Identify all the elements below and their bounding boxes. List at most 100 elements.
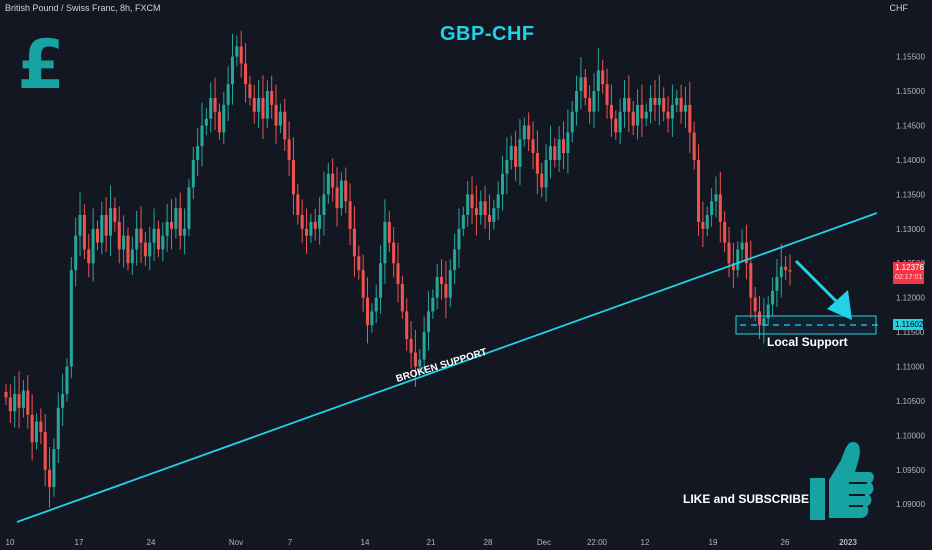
candle-body[interactable] — [522, 125, 526, 140]
candle-body[interactable] — [592, 91, 596, 112]
candle-body[interactable] — [348, 201, 352, 229]
candle-body[interactable] — [235, 46, 239, 57]
candle-body[interactable] — [52, 449, 56, 488]
candle-body[interactable] — [561, 139, 566, 154]
candle-body[interactable] — [575, 91, 579, 112]
candle-body[interactable] — [21, 390, 25, 408]
candle-body[interactable] — [714, 194, 718, 202]
candle-body[interactable] — [757, 311, 762, 326]
candle-body[interactable] — [331, 173, 335, 188]
candle-body[interactable] — [779, 266, 783, 277]
candle-body[interactable] — [744, 242, 748, 264]
candle-body[interactable] — [274, 104, 278, 126]
candle-body[interactable] — [13, 394, 17, 412]
candle-body[interactable] — [570, 111, 574, 133]
candle-body[interactable] — [766, 304, 770, 319]
candle-body[interactable] — [43, 431, 47, 470]
candle-body[interactable] — [248, 84, 252, 98]
candle-body[interactable] — [544, 159, 548, 188]
candle-body[interactable] — [474, 208, 478, 216]
candle-body[interactable] — [509, 146, 513, 160]
candle-body[interactable] — [662, 97, 666, 112]
candle-body[interactable] — [74, 235, 78, 271]
candle-body[interactable] — [514, 146, 518, 167]
candle-body[interactable] — [788, 270, 792, 272]
candle-body[interactable] — [784, 266, 788, 271]
candle-body[interactable] — [487, 215, 491, 222]
candle-body[interactable] — [69, 270, 73, 367]
forecast-arrow[interactable] — [794, 259, 852, 320]
candle-body[interactable] — [278, 111, 282, 126]
candle-body[interactable] — [496, 194, 500, 209]
candle-body[interactable] — [731, 263, 735, 271]
candle-body[interactable] — [365, 297, 370, 326]
candle-body[interactable] — [252, 97, 256, 112]
candle-body[interactable] — [453, 249, 457, 271]
candle-body[interactable] — [614, 118, 618, 133]
candle-body[interactable] — [413, 352, 417, 367]
candle-body[interactable] — [17, 394, 21, 408]
candle-body[interactable] — [287, 139, 291, 160]
candle-body[interactable] — [422, 332, 426, 360]
candle-body[interactable] — [226, 84, 230, 105]
candle-body[interactable] — [736, 249, 740, 271]
candle-body[interactable] — [435, 277, 439, 298]
candle-body[interactable] — [753, 297, 757, 312]
candle-body[interactable] — [579, 77, 583, 92]
candle-body[interactable] — [688, 104, 692, 133]
thumbs-up-icon[interactable] — [805, 438, 875, 524]
candle-body[interactable] — [649, 97, 653, 112]
candle-body[interactable] — [352, 228, 356, 257]
candle-body[interactable] — [697, 159, 701, 222]
current-price-tag[interactable]: 1.12376 02:17:01 — [893, 262, 924, 284]
candle-body[interactable] — [230, 56, 235, 85]
candle-body[interactable] — [48, 469, 52, 488]
candle-body[interactable] — [370, 311, 374, 326]
candle-body[interactable] — [605, 84, 609, 105]
candle-body[interactable] — [322, 194, 326, 216]
candle-body[interactable] — [692, 132, 696, 160]
candle-body[interactable] — [26, 390, 30, 415]
candle-body[interactable] — [87, 249, 91, 264]
candle-body[interactable] — [183, 228, 187, 236]
candle-body[interactable] — [217, 111, 221, 133]
candle-body[interactable] — [740, 242, 744, 250]
candle-body[interactable] — [670, 104, 674, 119]
candle-body[interactable] — [609, 104, 613, 119]
candle-body[interactable] — [143, 242, 147, 257]
candle-body[interactable] — [588, 97, 592, 112]
candle-body[interactable] — [683, 104, 687, 112]
candle-body[interactable] — [65, 366, 69, 395]
candle-body[interactable] — [313, 221, 317, 229]
candle-body[interactable] — [492, 208, 496, 222]
candle-body[interactable] — [557, 139, 561, 160]
candle-body[interactable] — [723, 221, 727, 243]
candle-body[interactable] — [148, 242, 152, 257]
candle-body[interactable] — [771, 290, 775, 305]
broken-support-trendline[interactable] — [16, 212, 878, 523]
candle-body[interactable] — [100, 215, 104, 243]
candle-body[interactable] — [701, 221, 705, 229]
candle-body[interactable] — [505, 159, 509, 174]
candle-body[interactable] — [126, 235, 130, 264]
candle-body[interactable] — [383, 221, 387, 264]
candle-body[interactable] — [91, 228, 95, 264]
candle-body[interactable] — [305, 228, 309, 236]
candle-body[interactable] — [448, 270, 452, 298]
symbol-title[interactable]: British Pound / Swiss Franc, 8h, FXCM — [5, 3, 161, 13]
candle-body[interactable] — [479, 201, 483, 216]
candle-body[interactable] — [666, 111, 670, 119]
candle-body[interactable] — [169, 221, 174, 229]
candle-body[interactable] — [762, 318, 766, 326]
candle-body[interactable] — [113, 208, 117, 222]
candle-body[interactable] — [296, 194, 300, 216]
candle-body[interactable] — [161, 235, 165, 250]
candle-body[interactable] — [644, 111, 648, 119]
candle-body[interactable] — [257, 97, 261, 112]
candle-body[interactable] — [4, 391, 8, 398]
candle-body[interactable] — [122, 235, 126, 250]
candle-body[interactable] — [165, 221, 169, 236]
candle-body[interactable] — [405, 311, 409, 339]
candle-body[interactable] — [191, 159, 195, 188]
